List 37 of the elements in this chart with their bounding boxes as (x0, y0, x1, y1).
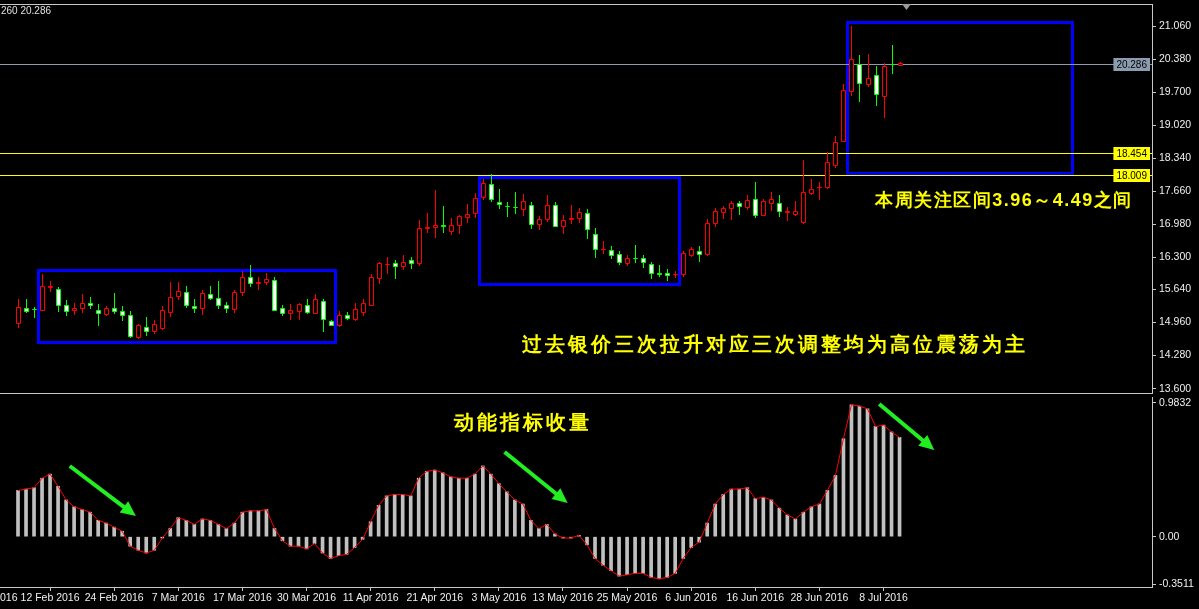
x-tick-label: 3 May 2016 (471, 591, 527, 604)
x-tick-label: 16 Jun 2016 (726, 591, 785, 604)
y-tick-label: 18.340 (1159, 151, 1192, 164)
y-tick-label: 0.9832 (1159, 395, 1192, 408)
annotation: 过去银价三次拉升对应三次调整均为高位震荡为主 (520, 332, 1028, 355)
x-tick-label: 30 Mar 2016 (277, 591, 337, 604)
y-tick-label: 14.280 (1159, 348, 1192, 361)
x-tick-label: 28 Jun 2016 (790, 591, 849, 604)
x-tick-label: 7 Mar 2016 (151, 591, 205, 604)
text: 016 (0, 591, 18, 604)
x-tick-label: 17 Mar 2016 (212, 591, 273, 604)
y-tick-label: 20.380 (1159, 52, 1192, 65)
y-tick-label: 17.660 (1159, 184, 1192, 197)
x-tick-label: 8 Jul 2016 (859, 591, 908, 604)
annotation: 本周关注区间3.96～4.49之间 (874, 189, 1133, 210)
ref-line-label: 20.286 (1116, 58, 1148, 70)
x-tick-label: 12 Feb 2016 (20, 591, 80, 604)
y-tick-label: 13.600 (1159, 381, 1192, 394)
x-tick-label: 6 Jun 2016 (665, 591, 718, 604)
annotation: 260 20.286 (1, 4, 52, 16)
y-tick-label: 16.300 (1159, 250, 1192, 263)
x-tick-label: 24 Feb 2016 (84, 591, 144, 604)
ref-line-label: 18.454 (1116, 147, 1148, 159)
y-tick-label: 14.960 (1159, 315, 1192, 328)
ref-line-label: 18.009 (1116, 169, 1148, 181)
y-tick-label: 15.640 (1159, 282, 1192, 295)
y-tick-label: -0.3511 (1159, 577, 1194, 590)
annotation: 动能指标收量 (453, 410, 593, 433)
x-tick-label: 13 May 2016 (532, 591, 594, 604)
x-tick-label: 21 Apr 2016 (406, 591, 464, 604)
x-tick-label: 25 May 2016 (596, 591, 658, 604)
y-tick-label: 19.020 (1159, 118, 1192, 131)
y-tick-label: 19.700 (1159, 85, 1192, 98)
y-tick-label: 0.00 (1159, 529, 1180, 542)
y-tick-label: 16.980 (1159, 217, 1192, 230)
y-tick-label: 21.060 (1159, 19, 1192, 32)
x-tick-label: 11 Apr 2016 (342, 591, 399, 604)
